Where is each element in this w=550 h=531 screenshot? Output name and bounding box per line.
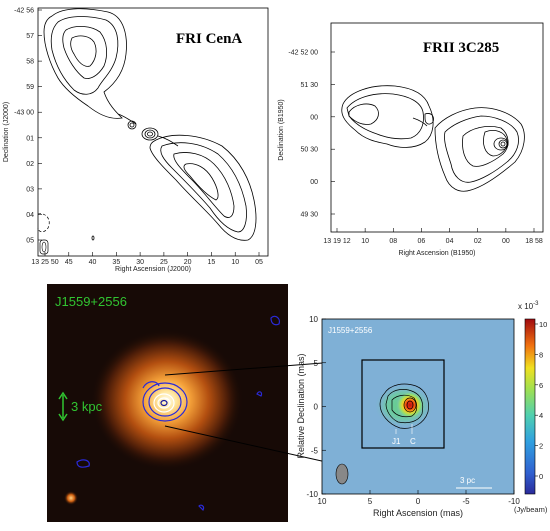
cena-x-tick-label: 40 — [89, 259, 97, 266]
3c285-x-tick-label: 08 — [389, 238, 397, 245]
colorbar-tick-label: 10 — [539, 320, 547, 329]
3c285-x-tick-label: 13 19 12 — [323, 238, 350, 245]
cena-plot: FRI CenA 13 25 50 45 40 35 30 25 20 15 10 05 -42 … — [3, 7, 269, 273]
colorbar-ticks: 10 8 6 4 2 0 — [535, 320, 547, 481]
cena-y-tick-label: -42 56 — [14, 8, 34, 15]
colorbar-tick-label: 2 — [539, 442, 543, 451]
vlbi-x-ticks: 10 5 0 -5 -10 — [318, 490, 520, 506]
vlbi-contours — [379, 383, 429, 429]
cena-beam — [39, 239, 49, 255]
cena-y-tick-label: 05 — [26, 238, 34, 245]
vlbi-ylabel: Relative Declination (mas) — [296, 353, 306, 458]
colorbar-exponent: x 10-3 — [518, 301, 539, 311]
3c285-x-tick-label: 18 58 — [525, 238, 543, 245]
cena-x-tick-label: 35 — [112, 259, 120, 266]
cena-contours — [43, 8, 257, 241]
vlbi-x-tick-label: -10 — [508, 497, 520, 506]
colorbar-tick-label: 4 — [539, 411, 543, 420]
3c285-ylabel: Declination (B1950) — [278, 99, 285, 160]
colorbar — [524, 318, 536, 495]
colorbar-tick-label: 0 — [539, 472, 543, 481]
cena-x-tick-label: 45 — [65, 259, 73, 266]
cena-x-tick-label: 15 — [208, 259, 216, 266]
optical-plot: J1559+2556 3 kpc — [47, 284, 288, 522]
3c285-y-tick-label: 00 — [310, 114, 318, 121]
cena-y-tick-label: 01 — [26, 135, 34, 142]
3c285-x-tick-label: 02 — [474, 238, 482, 245]
pc-scale-label: 3 pc — [460, 476, 475, 485]
vlbi-y-tick-label: 5 — [314, 359, 319, 368]
panel-fri-cena: FRI CenA 13 25 50 45 40 35 30 25 20 15 10 05 -42 … — [0, 0, 275, 275]
cena-y-tick-label: 02 — [26, 161, 34, 168]
optical-radio-contours — [76, 315, 280, 512]
3c285-y-ticks: -42 52 00 51 30 00 50 30 00 49 30 — [288, 50, 335, 219]
cena-negative-contour — [37, 213, 50, 233]
3c285-x-tick-label: 00 — [502, 238, 510, 245]
vlbi-x-tick-label: -5 — [462, 497, 470, 506]
3c285-plot: FRII 3C285 13 19 12 10 08 06 04 02 00 18 58 -42… — [278, 22, 544, 257]
colorbar-tick-label: 8 — [539, 350, 543, 359]
panel-optical-image: J1559+2556 3 kpc — [47, 284, 288, 522]
vlbi-beam — [335, 463, 349, 485]
3c285-title: FRII 3C285 — [423, 40, 499, 56]
vlbi-x-tick-label: 5 — [368, 497, 373, 506]
cena-y-tick-label: 58 — [26, 59, 34, 66]
cena-x-tick-label: 20 — [184, 259, 192, 266]
vlbi-x-tick-label: 0 — [416, 497, 421, 506]
vlbi-y-tick-label: 10 — [309, 315, 318, 324]
kpc-scale-label: 3 kpc — [71, 399, 103, 414]
cena-xlabel: Right Ascension (J2000) — [115, 266, 191, 273]
colorbar-tick-label: 6 — [539, 381, 543, 390]
colorbar-unit: (Jy/beam) — [514, 505, 548, 514]
3c285-x-tick-label: 04 — [446, 238, 454, 245]
cena-x-ticks: 13 25 50 45 40 35 30 25 20 15 10 05 — [31, 252, 263, 266]
3c285-y-tick-label: -42 52 00 — [288, 50, 318, 57]
cena-y-tick-label: 04 — [26, 212, 34, 219]
vlbi-xlabel: Right Ascension (mas) — [373, 508, 463, 518]
vlbi-plot: J1 C 3 pc J1559+2556 10 5 0 -5 -10 10 5 0 -5 -10… — [296, 301, 548, 518]
cena-y-tick-label: 57 — [26, 33, 34, 40]
3c285-x-tick-label: 10 — [361, 238, 369, 245]
vlbi-y-ticks: 10 5 0 -5 -10 — [306, 315, 326, 499]
cena-x-tick-label: 25 — [160, 259, 168, 266]
cena-frame — [37, 7, 269, 257]
3c285-y-tick-label: 51 30 — [300, 82, 318, 89]
vlbi-y-tick-label: 0 — [314, 403, 319, 412]
zoom-box — [361, 359, 445, 449]
3c285-contours — [341, 85, 525, 192]
kpc-scale-bar: 3 kpc — [58, 391, 103, 422]
3c285-y-tick-label: 49 30 — [300, 212, 318, 219]
cena-title: FRI CenA — [176, 31, 242, 47]
cena-y-ticks: -42 56 57 58 59 -43 00 01 02 03 04 05 — [14, 8, 42, 245]
cena-y-tick-label: 03 — [26, 186, 34, 193]
cena-y-tick-label: 59 — [26, 84, 34, 91]
vlbi-y-tick-label: -10 — [306, 490, 318, 499]
panel-vlbi-map: J1 C 3 pc J1559+2556 10 5 0 -5 -10 10 5 0 -5 -10… — [292, 284, 550, 526]
3c285-x-ticks: 13 19 12 10 08 06 04 02 00 18 58 — [323, 228, 543, 245]
3c285-x-tick-label: 06 — [418, 238, 426, 245]
field-star — [64, 491, 78, 505]
cena-x-tick-label: 13 25 50 — [31, 259, 58, 266]
core-emission — [396, 391, 424, 419]
component-j1-label: J1 — [392, 437, 401, 446]
optical-source-label: J1559+2556 — [55, 294, 127, 309]
component-c-label: C — [410, 437, 416, 446]
vlbi-y-tick-label: -5 — [311, 446, 319, 455]
host-galaxy — [91, 330, 243, 470]
3c285-y-tick-label: 00 — [310, 179, 318, 186]
3c285-frame — [330, 22, 544, 233]
3c285-xlabel: Right Ascension (B1950) — [398, 250, 475, 257]
vlbi-x-tick-label: 10 — [318, 497, 327, 506]
cena-x-tick-label: 30 — [136, 259, 144, 266]
cena-x-tick-label: 05 — [255, 259, 263, 266]
vlbi-source-label: J1559+2556 — [328, 326, 373, 335]
panel-frii-3c285: FRII 3C285 13 19 12 10 08 06 04 02 00 18 58 -42… — [275, 0, 550, 275]
3c285-y-tick-label: 50 30 — [300, 147, 318, 154]
cena-x-tick-label: 10 — [231, 259, 239, 266]
cena-y-tick-label: -43 00 — [14, 110, 34, 117]
cena-ylabel: Declination (J2000) — [3, 102, 10, 162]
